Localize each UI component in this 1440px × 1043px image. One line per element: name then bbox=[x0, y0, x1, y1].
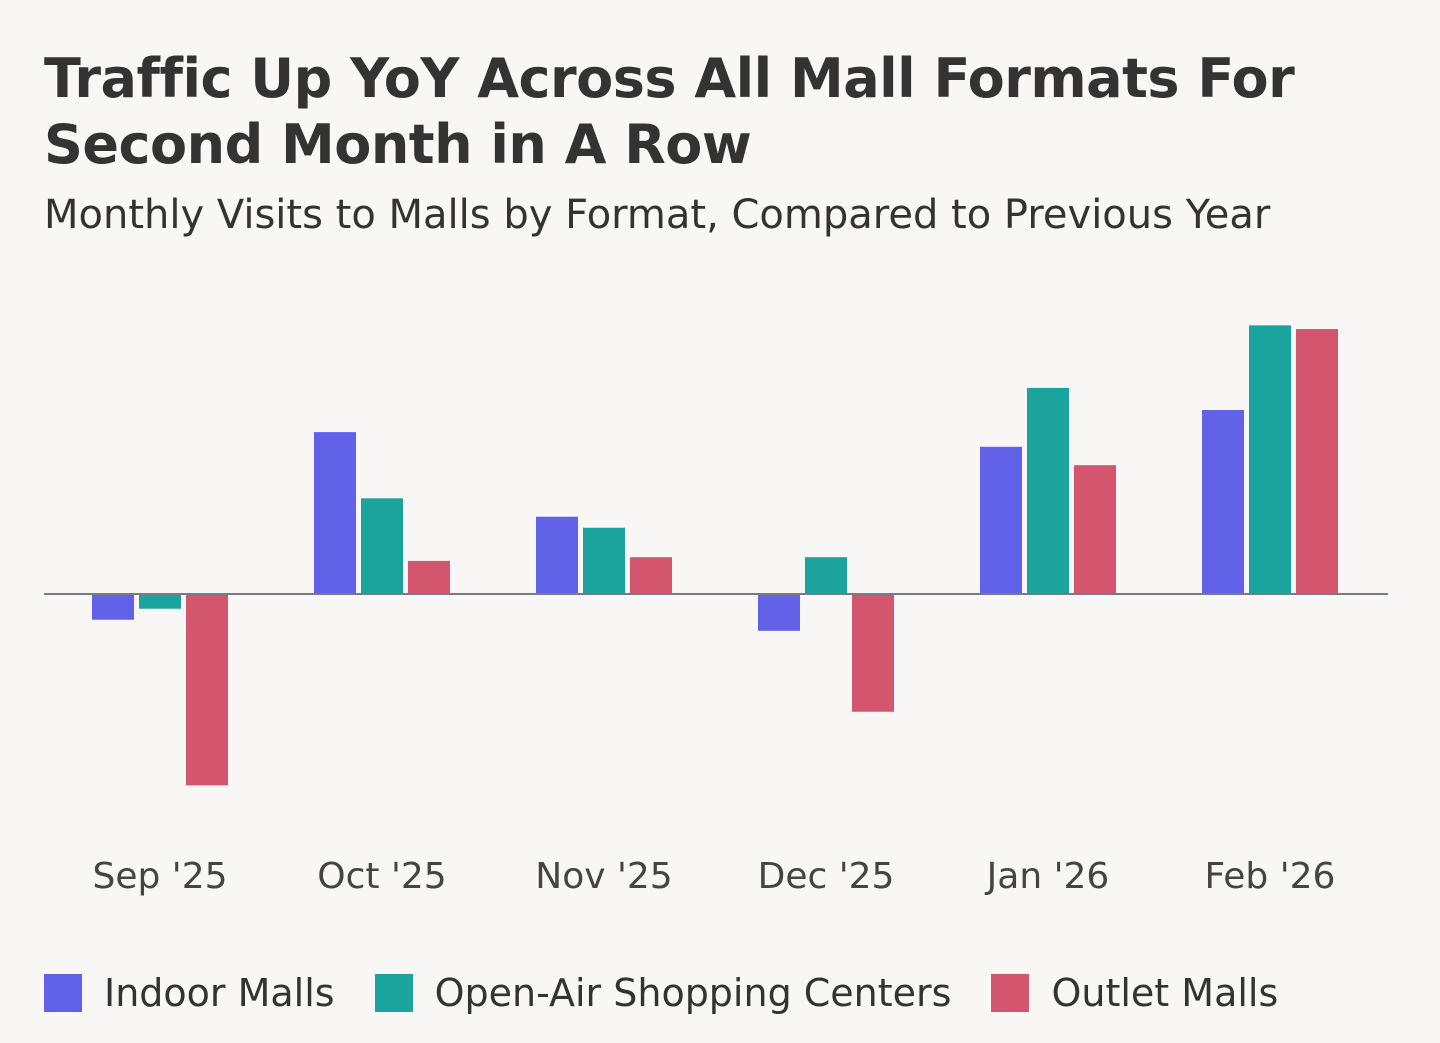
chart-subtitle: Monthly Visits to Malls by Format, Compa… bbox=[44, 192, 1271, 238]
legend-item[interactable]: Indoor Malls bbox=[44, 968, 335, 1018]
chart-legend: Indoor Malls Open-Air Shopping Centers Out… bbox=[44, 968, 1318, 1018]
bar[interactable] bbox=[361, 498, 403, 594]
legend-swatch bbox=[374, 974, 413, 1012]
x-tick-label: Nov '25 bbox=[535, 856, 672, 897]
x-tick-label: Feb '26 bbox=[1205, 856, 1336, 897]
chart-title: Traffic Up YoY Across All Mall Formats F… bbox=[44, 47, 1295, 176]
legend-swatch bbox=[44, 974, 82, 1012]
legend-label: Outlet Malls bbox=[1051, 971, 1279, 1015]
legend-item[interactable]: Outlet Malls bbox=[991, 968, 1278, 1018]
bar[interactable] bbox=[630, 557, 672, 594]
bar[interactable] bbox=[1027, 387, 1069, 594]
legend-swatch bbox=[991, 974, 1030, 1012]
bar[interactable] bbox=[314, 432, 356, 594]
bar[interactable] bbox=[92, 594, 134, 620]
x-tick-label: Jan '26 bbox=[985, 856, 1110, 897]
legend-item[interactable]: Open-Air Shopping Centers bbox=[374, 968, 952, 1018]
bar[interactable] bbox=[1249, 325, 1291, 594]
bar[interactable] bbox=[186, 594, 228, 786]
bar[interactable] bbox=[1074, 465, 1116, 594]
bar[interactable] bbox=[1202, 410, 1244, 594]
bar[interactable] bbox=[1296, 329, 1338, 594]
legend-label: Indoor Malls bbox=[104, 971, 335, 1015]
legend-label: Open-Air Shopping Centers bbox=[434, 971, 952, 1015]
bar[interactable] bbox=[805, 557, 847, 594]
bar[interactable] bbox=[980, 446, 1022, 594]
bar[interactable] bbox=[583, 527, 625, 594]
x-tick-label: Oct '25 bbox=[317, 856, 446, 897]
bar[interactable] bbox=[536, 516, 578, 594]
bar[interactable] bbox=[408, 560, 450, 594]
x-tick-label: Sep '25 bbox=[93, 856, 228, 897]
x-tick-label: Dec '25 bbox=[758, 856, 895, 897]
bar[interactable] bbox=[852, 594, 894, 712]
bar[interactable] bbox=[758, 594, 800, 631]
bar[interactable] bbox=[139, 594, 181, 609]
